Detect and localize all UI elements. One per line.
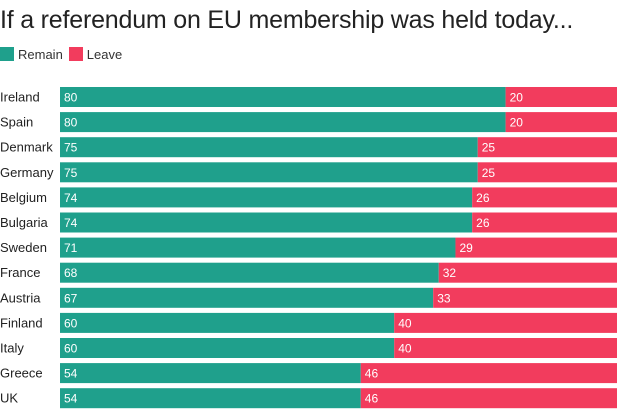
bar-remain-denmark: [60, 137, 478, 158]
category-label-finland: Finland: [0, 315, 43, 330]
category-label-ireland: Ireland: [0, 90, 40, 105]
bar-leave-germany: [477, 162, 617, 183]
bar-leave-spain: [505, 112, 617, 133]
bar-remain-france: [60, 262, 439, 283]
bar-leave-bulgaria: [472, 212, 617, 233]
data-label-leave-austria: 33: [437, 291, 451, 305]
data-label-remain-spain: 80: [64, 116, 78, 130]
data-label-leave-italy: 40: [398, 342, 412, 356]
data-label-remain-uk: 54: [64, 392, 78, 406]
bar-remain-uk: [60, 388, 361, 409]
legend-swatch-remain: [0, 47, 14, 61]
legend-label-remain: Remain: [18, 46, 63, 62]
data-label-leave-belgium: 26: [476, 191, 490, 205]
bar-remain-spain: [60, 112, 506, 133]
bar-leave-italy: [394, 338, 617, 358]
bar-leave-finland: [394, 312, 617, 333]
data-label-leave-uk: 46: [365, 392, 379, 406]
data-label-remain-germany: 75: [64, 166, 78, 180]
bar-leave-austria: [433, 287, 617, 308]
bar-leave-sweden: [455, 237, 617, 258]
legend: Remain Leave: [0, 45, 128, 63]
data-label-leave-sweden: 29: [459, 241, 473, 255]
data-label-leave-greece: 46: [365, 367, 379, 381]
bar-remain-sweden: [60, 237, 456, 258]
data-label-leave-germany: 25: [482, 166, 496, 180]
bar-remain-germany: [60, 162, 478, 183]
category-label-spain: Spain: [0, 115, 33, 130]
data-label-leave-spain: 20: [510, 116, 524, 130]
category-label-greece: Greece: [0, 366, 43, 381]
legend-label-leave: Leave: [86, 46, 123, 62]
data-label-remain-austria: 67: [64, 291, 78, 305]
category-label-sweden: Sweden: [0, 240, 47, 255]
data-label-leave-ireland: 20: [510, 91, 524, 105]
legend-item-remain: Remain: [0, 47, 63, 62]
legend-item-leave: Leave: [68, 46, 123, 62]
data-label-remain-sweden: 71: [64, 241, 78, 255]
data-label-leave-finland: 40: [398, 316, 412, 330]
category-label-uk: UK: [0, 391, 18, 406]
bar-leave-greece: [360, 363, 617, 384]
data-label-remain-finland: 60: [64, 316, 78, 330]
bar-leave-france: [438, 262, 617, 283]
category-label-italy: Italy: [0, 341, 24, 356]
bar-remain-finland: [60, 312, 395, 333]
legend-swatch-leave: [68, 47, 83, 61]
bar-leave-denmark: [477, 137, 617, 158]
category-label-belgium: Belgium: [0, 190, 47, 205]
category-label-bulgaria: Bulgaria: [0, 215, 48, 230]
data-label-leave-denmark: 25: [482, 141, 496, 155]
bar-leave-uk: [360, 388, 617, 409]
data-label-leave-bulgaria: 26: [476, 216, 490, 230]
bar-leave-ireland: [505, 87, 617, 107]
bar-remain-italy: [60, 338, 395, 358]
bar-remain-greece: [60, 363, 361, 384]
data-label-remain-belgium: 74: [64, 191, 78, 205]
bar-remain-austria: [60, 287, 434, 308]
data-label-leave-france: 32: [443, 266, 457, 280]
category-label-denmark: Denmark: [0, 140, 53, 155]
chart-title: If a referendum on EU membership was hel…: [0, 6, 574, 34]
data-label-remain-bulgaria: 74: [64, 216, 78, 230]
data-label-remain-greece: 54: [64, 367, 78, 381]
bar-leave-belgium: [472, 187, 617, 208]
data-label-remain-france: 68: [64, 266, 78, 280]
data-label-remain-denmark: 75: [64, 141, 78, 155]
data-label-remain-ireland: 80: [64, 91, 78, 105]
bar-remain-ireland: [60, 87, 506, 107]
category-label-austria: Austria: [0, 290, 41, 305]
data-label-remain-italy: 60: [64, 342, 78, 356]
category-label-france: France: [0, 265, 40, 280]
bar-remain-belgium: [60, 187, 473, 208]
category-label-germany: Germany: [0, 165, 54, 180]
bar-remain-bulgaria: [60, 212, 473, 233]
